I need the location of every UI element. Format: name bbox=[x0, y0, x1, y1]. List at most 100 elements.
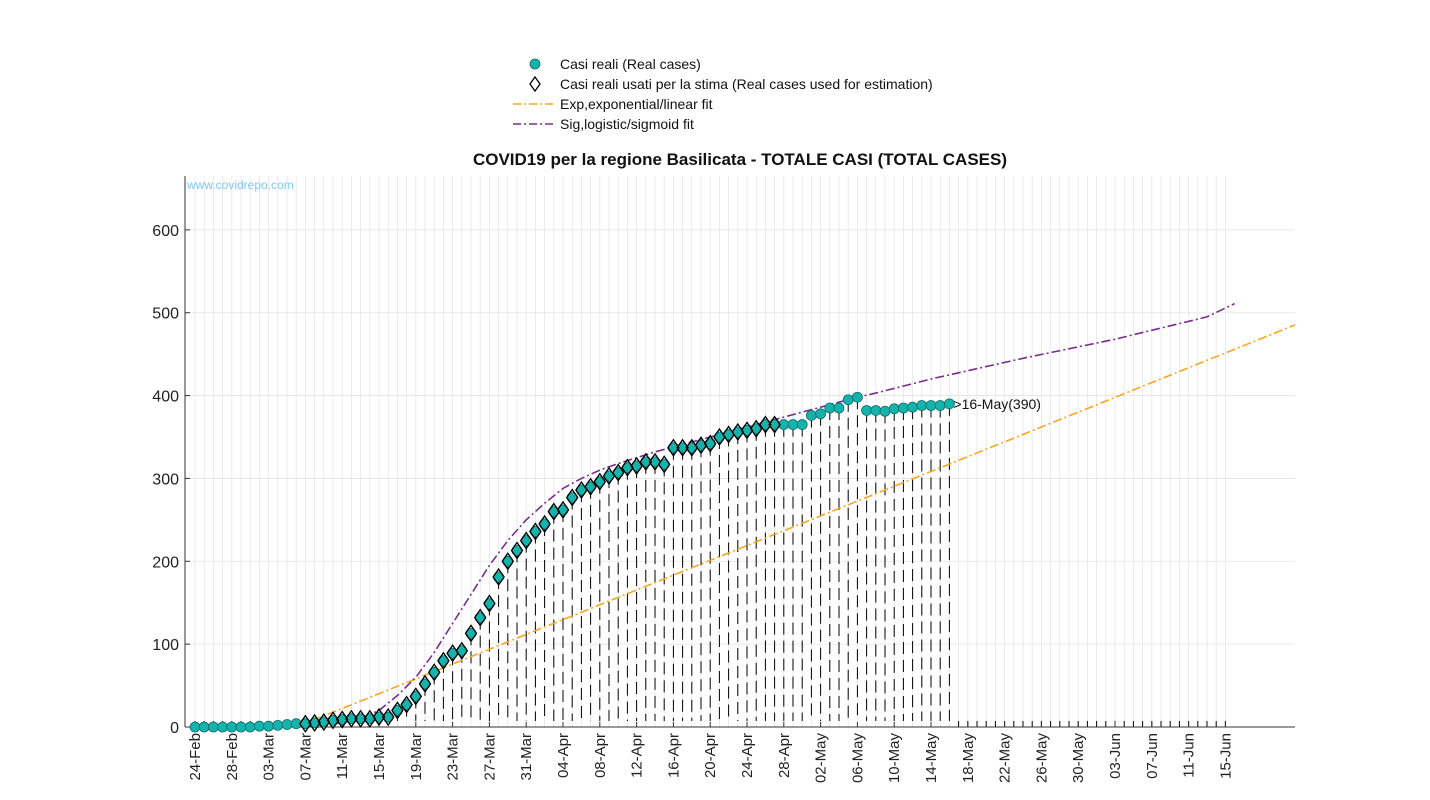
estimation-point bbox=[510, 541, 524, 560]
estimation-point bbox=[354, 709, 367, 728]
legend-label: Sig,logistic/sigmoid fit bbox=[560, 116, 694, 132]
x-tick-label: 04-Apr bbox=[555, 733, 572, 778]
estimation-point bbox=[464, 624, 478, 643]
x-tick-label: 16-Apr bbox=[665, 733, 682, 778]
estimation-point bbox=[372, 707, 386, 727]
x-tick-label: 19-Mar bbox=[408, 733, 425, 781]
estimation-point bbox=[437, 651, 450, 670]
real-case-point bbox=[226, 721, 238, 733]
real-case-point bbox=[244, 721, 256, 733]
estimation-point bbox=[409, 687, 423, 706]
y-tick-label: 100 bbox=[152, 637, 179, 654]
real-case-point bbox=[879, 405, 891, 417]
x-tick-label: 10-May bbox=[886, 733, 903, 784]
estimation-point bbox=[648, 452, 662, 472]
real-case-point bbox=[198, 721, 210, 733]
real-case-point bbox=[888, 403, 900, 415]
x-tick-label: 23-Mar bbox=[445, 733, 462, 781]
legend-label: Exp,exponential/linear fit bbox=[560, 96, 713, 112]
estimation-point bbox=[703, 434, 717, 453]
estimation-point bbox=[749, 419, 763, 438]
real-case-point bbox=[833, 402, 845, 414]
estimation-point bbox=[391, 701, 404, 720]
real-case-point bbox=[898, 402, 909, 414]
real-case-point bbox=[263, 720, 275, 732]
estimation-point bbox=[335, 710, 349, 729]
x-tick-label: 26-May bbox=[1033, 733, 1050, 784]
legend: Casi reali (Real cases) Casi reali usati… bbox=[510, 54, 990, 138]
estimation-point bbox=[759, 415, 772, 434]
y-tick-label: 300 bbox=[152, 471, 179, 488]
real-case-point bbox=[796, 419, 808, 430]
estimation-point bbox=[326, 711, 340, 730]
x-tick-label: 12-Apr bbox=[629, 733, 646, 778]
exp-fit-line bbox=[295, 324, 1295, 727]
estimation-point bbox=[501, 552, 515, 571]
x-tick-label: 14-May bbox=[923, 733, 940, 784]
real-case-point bbox=[925, 400, 937, 411]
y-tick-label: 600 bbox=[152, 223, 179, 240]
legend-item-estimation-cases: Casi reali usati per la stima (Real case… bbox=[510, 74, 933, 94]
x-tick-label: 18-May bbox=[960, 733, 977, 784]
real-case-point bbox=[253, 720, 265, 732]
estimation-point bbox=[492, 567, 505, 587]
estimation-point bbox=[667, 438, 680, 457]
y-tick-label: 0 bbox=[170, 720, 179, 737]
y-tick-label: 200 bbox=[152, 554, 179, 571]
estimation-point bbox=[630, 456, 643, 476]
real-case-point bbox=[189, 721, 201, 733]
x-tick-label: 08-Apr bbox=[592, 733, 609, 778]
x-tick-label: 15-Jun bbox=[1217, 733, 1234, 779]
legend-item-sig-fit: Sig,logistic/sigmoid fit bbox=[510, 114, 694, 134]
estimation-point bbox=[473, 608, 487, 627]
estimation-point bbox=[427, 663, 441, 682]
real-case-point bbox=[207, 721, 219, 733]
estimation-point bbox=[418, 674, 432, 694]
estimation-point bbox=[483, 594, 496, 613]
real-case-point bbox=[217, 721, 229, 733]
estimation-point bbox=[529, 522, 542, 541]
real-case-point bbox=[235, 721, 247, 733]
x-tick-label: 07-Mar bbox=[297, 733, 314, 781]
x-tick-label: 03-Mar bbox=[261, 733, 278, 781]
y-tick-label: 400 bbox=[152, 389, 179, 406]
estimation-point bbox=[639, 452, 653, 472]
x-tick-label: 07-Jun bbox=[1144, 733, 1161, 779]
x-tick-label: 27-Mar bbox=[481, 733, 498, 781]
tick-labels: 0 100 200 300 400 500 600 24-Feb 28-Feb 03-Mar 07-… bbox=[152, 223, 1234, 783]
legend-label: Casi reali usati per la stima (Real case… bbox=[560, 76, 933, 92]
last-value-annotation: >16-May(390) bbox=[953, 396, 1041, 412]
legend-item-exp-fit: Exp,exponential/linear fit bbox=[510, 94, 713, 114]
grid-lines bbox=[185, 176, 1295, 728]
legend-item-real-cases: Casi reali (Real cases) bbox=[510, 54, 701, 74]
estimation-point bbox=[308, 713, 321, 733]
real-case-point bbox=[852, 391, 863, 403]
real-case-point bbox=[824, 402, 836, 414]
estimation-point bbox=[299, 714, 312, 733]
estimation-point bbox=[538, 514, 551, 534]
x-tick-label: 02-May bbox=[813, 733, 830, 784]
real-case-point bbox=[272, 719, 284, 731]
x-tick-label: 11-Mar bbox=[334, 733, 351, 779]
estimation-point bbox=[455, 641, 469, 660]
x-tick-label: 24-Feb bbox=[187, 733, 204, 781]
estimation-point bbox=[611, 463, 625, 482]
legend-label: Casi reali (Real cases) bbox=[560, 56, 701, 72]
x-tick-label: 28-Feb bbox=[224, 733, 241, 781]
real-case-point bbox=[907, 401, 918, 413]
real-case-point bbox=[944, 398, 955, 410]
estimation-point bbox=[768, 415, 781, 434]
estimation-point bbox=[584, 477, 597, 496]
x-tick-label: 30-May bbox=[1070, 733, 1087, 784]
estimation-point bbox=[400, 695, 413, 714]
real-case-point bbox=[842, 394, 854, 406]
chart-title: COVID19 per la regione Basilicata - TOTA… bbox=[472, 150, 1008, 169]
real-case-point bbox=[787, 419, 799, 430]
estimation-point bbox=[519, 531, 533, 550]
real-case-point bbox=[916, 400, 928, 411]
estimation-point bbox=[657, 455, 671, 474]
real-case-point bbox=[861, 405, 872, 416]
estimation-point bbox=[345, 709, 358, 728]
y-tick-label: 500 bbox=[152, 306, 179, 323]
